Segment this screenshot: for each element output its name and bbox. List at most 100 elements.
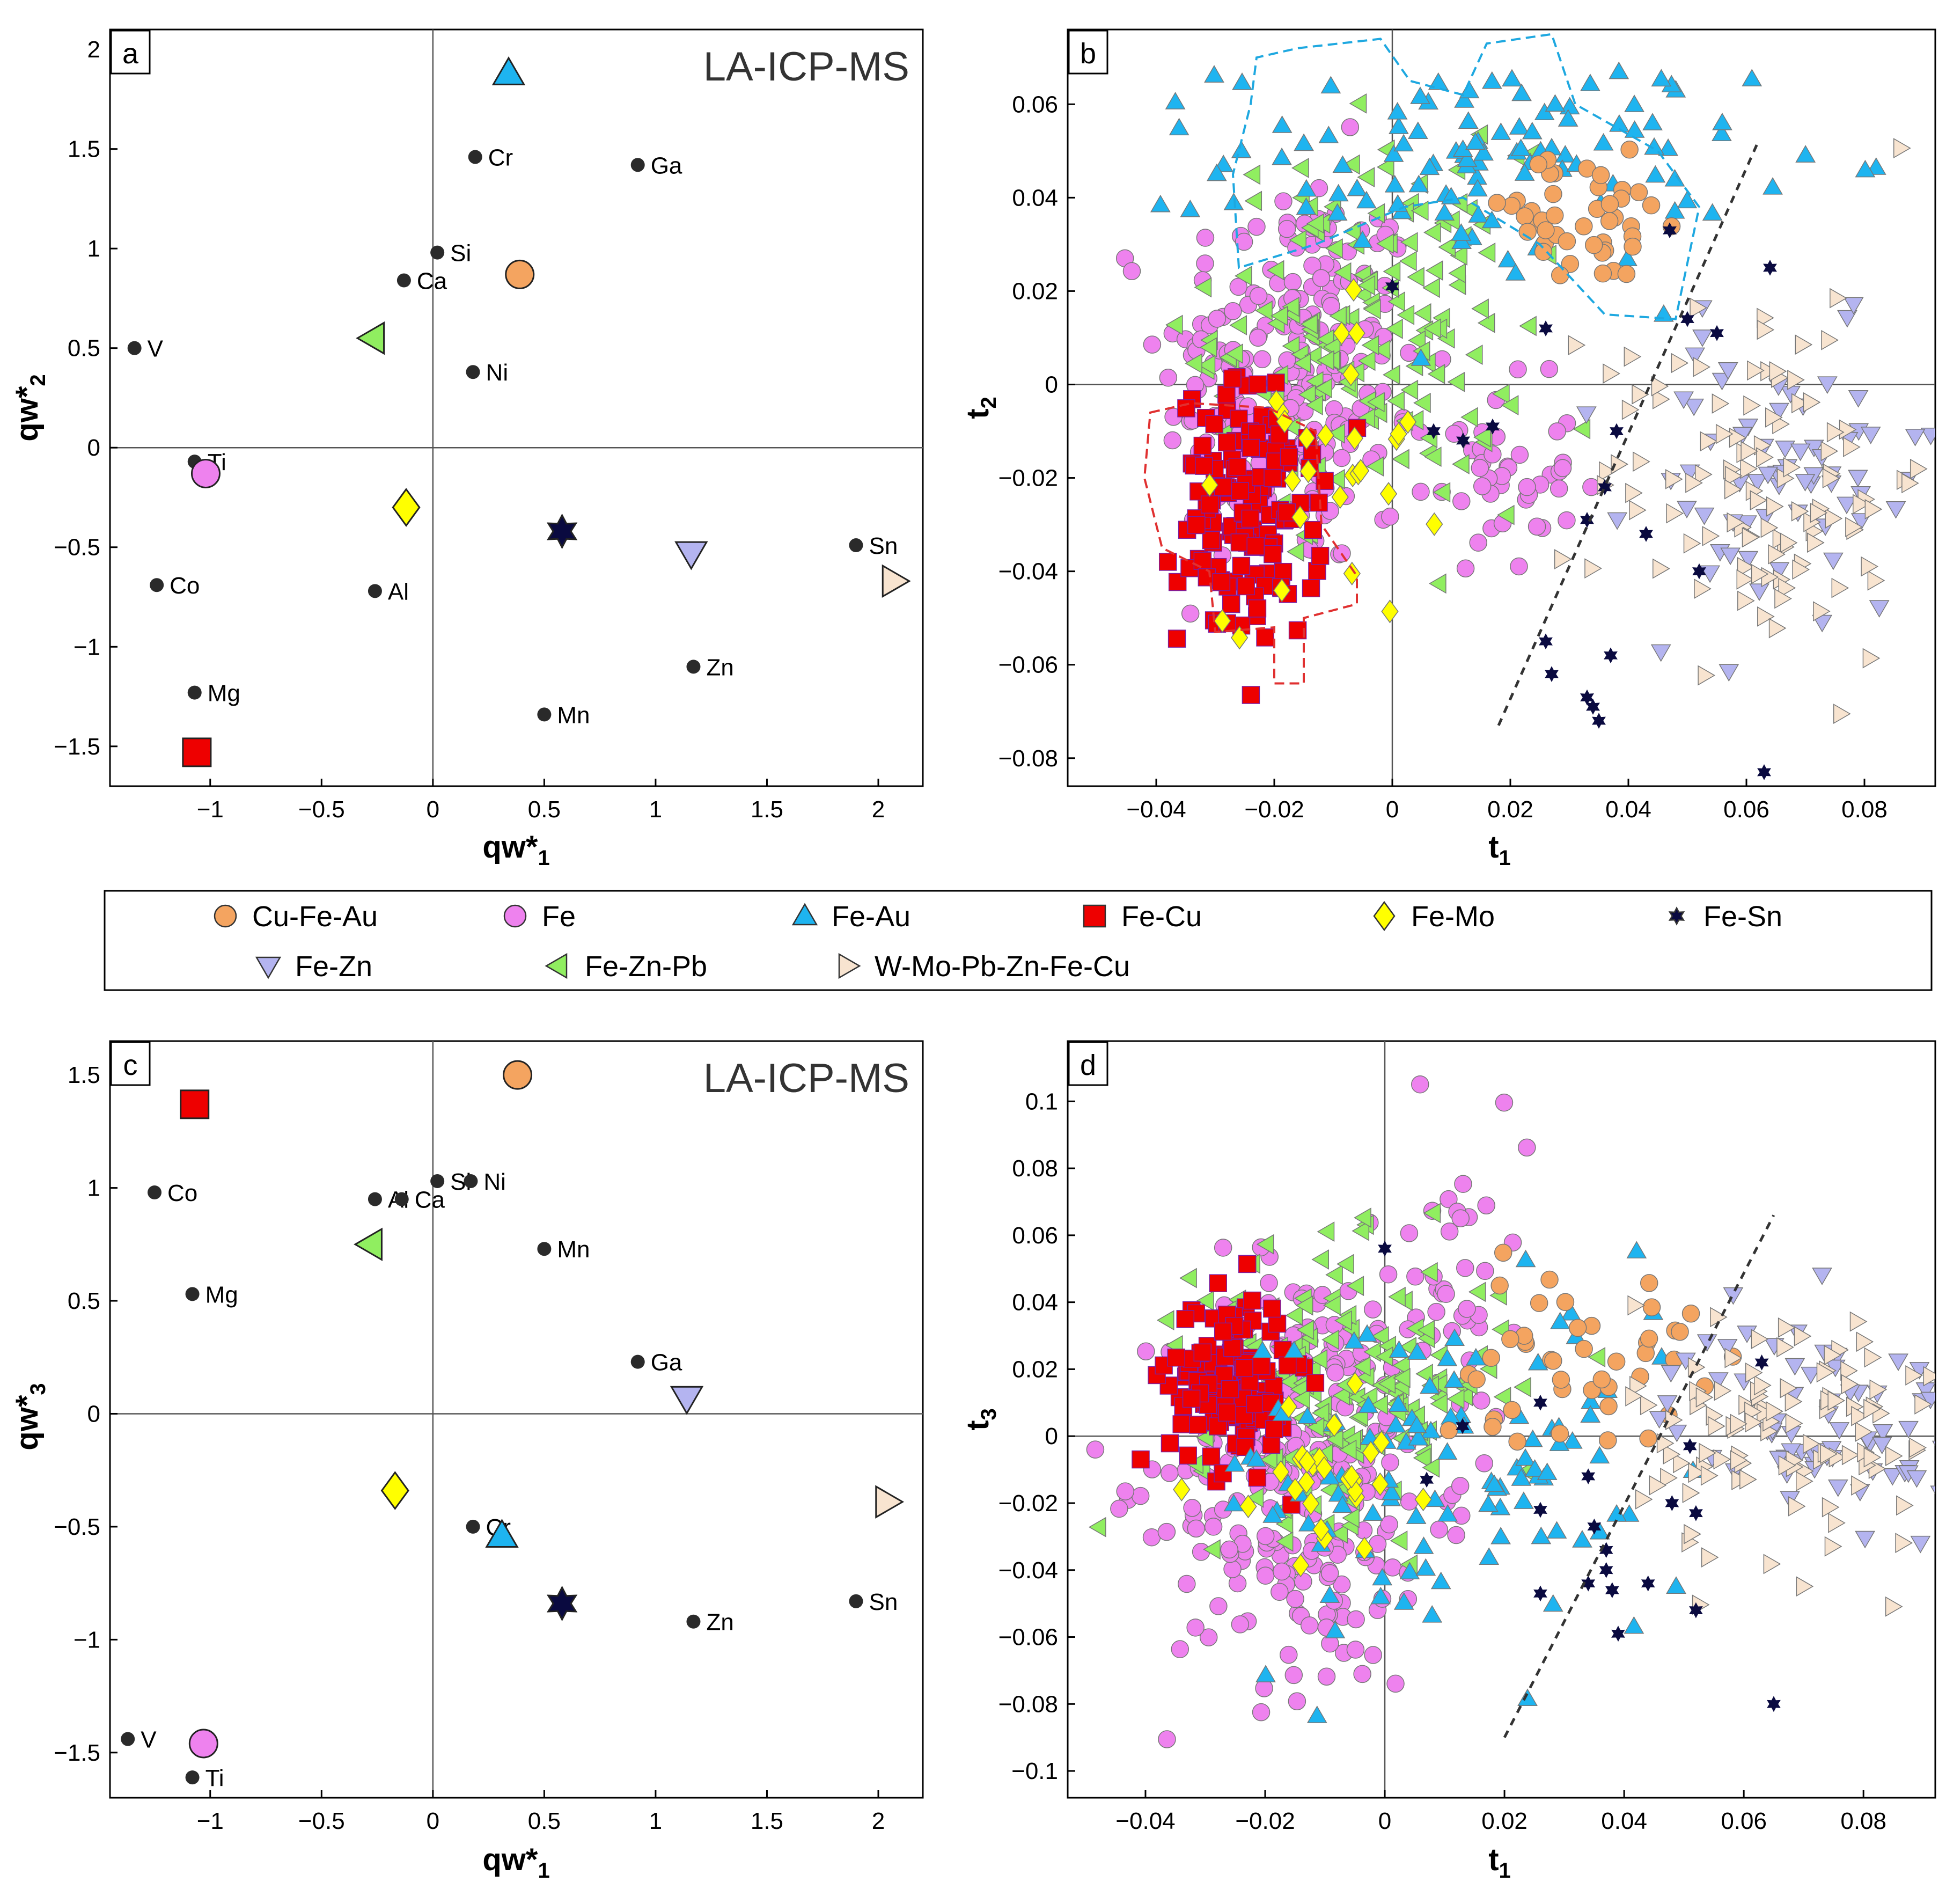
point-fe-au [1558, 109, 1578, 127]
point-w-mo-pb-zn-fe-cu [1700, 1465, 1719, 1486]
point-cu-fe-au [1552, 1371, 1570, 1389]
point-w-mo-pb-zn-fe-cu [1745, 1362, 1763, 1383]
point-fe-au [1545, 94, 1566, 112]
point-fe-mo [1292, 1554, 1310, 1578]
point-fe-mo [1283, 468, 1302, 493]
panel-c-groups [180, 1060, 905, 1759]
y-tick-label: 0.04 [1012, 1290, 1058, 1316]
point-fe-mo [1379, 482, 1398, 506]
point-fe-au [1372, 1568, 1393, 1586]
point-fe [1477, 1196, 1495, 1215]
point-fe-zn-pb [1321, 1329, 1339, 1350]
point-cu-fe-au [1556, 1293, 1575, 1311]
point-fe-cu [1308, 562, 1326, 580]
y-tick-label: −1.5 [54, 1740, 100, 1766]
point-fe-sn [1599, 1542, 1613, 1558]
point-fe-sn [1663, 222, 1677, 239]
point-w-mo-pb-zn-fe-cu [1737, 556, 1755, 577]
point-fe-sn [1599, 1562, 1613, 1578]
variable-label-mg: Mg [208, 680, 240, 707]
point-fe-mo [1346, 1372, 1364, 1396]
panel-a-ticks: −1 −0.5 0 0.5 1 1.5 2 2 1.5 1 0.5 0 −0.5 −1 −1.5 [54, 36, 885, 823]
point-fe-zn-pb [1156, 1310, 1174, 1331]
point-w-mo-pb-zn-fe-cu [1737, 590, 1755, 611]
point-cu-fe-au [1639, 1429, 1657, 1448]
point-cu-fe-au [1607, 1352, 1626, 1371]
panel-c-frame [109, 1040, 924, 1799]
point-fe-cu [1237, 577, 1255, 596]
panel-d-ylabel: t3 [960, 1408, 1001, 1431]
legend-item-cu-fe-au: Cu-Fe-Au [214, 900, 378, 933]
point-fe-mo [1302, 1491, 1320, 1515]
point-fe-mo [1315, 1456, 1333, 1480]
point-fe [1286, 1590, 1304, 1608]
point-fe-cu [1132, 1450, 1150, 1469]
point-w-mo-pb-zn-fe-cu [1625, 1386, 1643, 1407]
point-cu-fe-au [1599, 1397, 1618, 1416]
point-fe-mo [1173, 1477, 1191, 1502]
panel-d-score-plot: −0.04 −0.02 0 0.02 0.04 0.06 0.08 0.1 0.08 0.06 0.… [960, 1040, 1936, 1883]
point-fe-au [1624, 120, 1645, 138]
point-fe-mo [1299, 459, 1317, 484]
panel-c-zero-lines [110, 1041, 923, 1798]
point-w-mo-pb-zn-fe-cu [1699, 1442, 1716, 1463]
point-fe-au [1419, 157, 1440, 175]
legend-marker-fe-sn [1668, 906, 1685, 926]
point-fe-zn [1775, 441, 1796, 458]
point-fe-zn [1855, 1530, 1875, 1549]
legend-item-fe-zn: Fe-Zn [255, 950, 372, 983]
legend-label: Fe-Au [832, 900, 910, 933]
point-fe-zn [1649, 1411, 1670, 1429]
point-fe-zn-pb [1229, 315, 1247, 335]
point-fe-zn-pb [1376, 233, 1394, 254]
point-fe-au [1866, 157, 1886, 175]
point-w-mo-pb-zn-fe-cu [1751, 1329, 1769, 1350]
point-fe-zn-pb [1420, 1262, 1438, 1283]
point-fe-mo [1280, 1395, 1298, 1419]
point-fe-cu [1248, 1468, 1267, 1487]
variable-label-zn: Zn [706, 1609, 733, 1636]
x-tick-label: 1 [649, 1808, 662, 1834]
point-fe-au [1467, 179, 1488, 197]
point-w-mo-pb-zn-fe-cu [1660, 1468, 1678, 1488]
point-fe-au [1543, 1594, 1563, 1612]
point-fe-zn-pb [1311, 1403, 1330, 1423]
point-fe-au [1407, 121, 1428, 139]
point-fe-zn-pb [1371, 1326, 1389, 1346]
point-fe-sn [1763, 260, 1777, 276]
point-cu-fe-au [1642, 196, 1661, 215]
point-w-mo-pb-zn-fe-cu [1739, 1469, 1757, 1490]
point-fe [1433, 350, 1451, 369]
point-fe-zn-pb [1199, 337, 1217, 358]
point-fe-zn-pb [1357, 408, 1375, 429]
point-fe-zn-pb [1337, 1254, 1354, 1275]
point-w-mo-pb-zn-fe-cu [1862, 648, 1881, 669]
point-fe-au [1437, 1349, 1458, 1366]
point-fe [1229, 277, 1247, 296]
point-w-mo-pb-zn-fe-cu [1688, 1462, 1706, 1483]
point-w-mo-pb-zn-fe-cu [1863, 1398, 1881, 1419]
point-w-mo-pb-zn-fe-cu [1864, 499, 1883, 519]
point-cu-fe-au [1440, 1421, 1458, 1440]
point-fe-cu [1214, 1322, 1232, 1341]
point-fe-cu [1167, 629, 1186, 648]
panel-d-ticks: −0.04 −0.02 0 0.02 0.04 0.06 0.08 0.1 0.08 0.06 0.… [998, 1088, 1886, 1834]
point-fe-cu [1187, 516, 1206, 534]
point-w-mo-pb-zn-fe-cu [1885, 1596, 1903, 1617]
point-fe-sn [1533, 1585, 1547, 1602]
legend-label: Fe-Zn [295, 950, 372, 983]
point-fe-au [1358, 1395, 1379, 1414]
point-fe-zn-pb [1448, 263, 1466, 284]
point-cu-fe-au [1501, 1330, 1519, 1349]
point-fe-sn [1639, 526, 1653, 542]
y-tick-label: 0 [1045, 371, 1058, 398]
point-fe-au [1420, 1420, 1441, 1439]
point-fe-zn-pb [1397, 304, 1415, 325]
point-fe-au [1407, 1342, 1428, 1360]
point-fe-zn [1829, 1422, 1850, 1440]
point-fe-zn-pb [1270, 305, 1288, 326]
point-fe-zn [1920, 428, 1935, 445]
point-fe-zn [1673, 391, 1694, 409]
point-fe-au [1296, 179, 1317, 197]
point-fe-sn [1378, 1240, 1392, 1257]
